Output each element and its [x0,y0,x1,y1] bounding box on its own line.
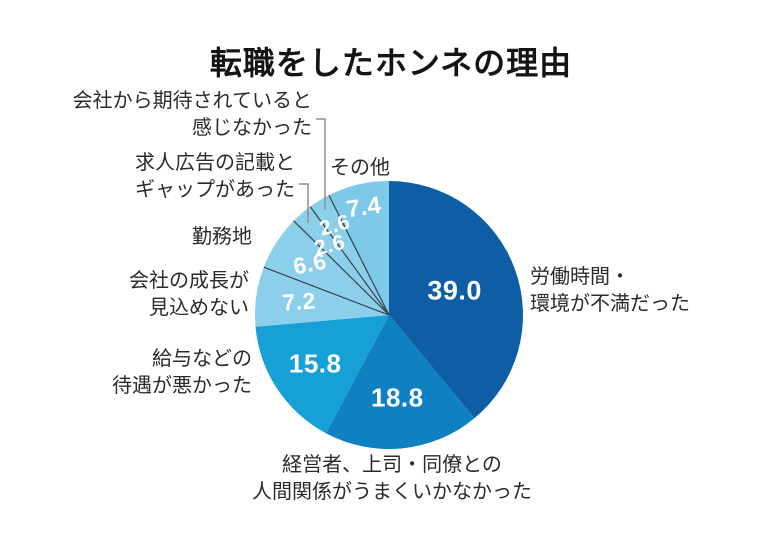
pie-slice-1 [325,315,475,449]
label-job-ad-gap: 求人広告の記載と ギャップがあった [135,152,295,201]
slice-separator-4 [293,220,390,316]
label-growth: 会社の成長が 見込めない [129,270,249,319]
slice-value-7: 7.4 [344,191,383,224]
label-location: 勤務地 [192,226,252,248]
label-salary: 給与などの 待遇が悪かった [112,348,252,397]
pie-slice-2 [255,315,389,434]
slice-separator-6 [328,194,390,316]
chart-title: 転職をしたホンネの理由 [209,45,573,81]
label-other: その他 [330,157,390,179]
slice-separator-3 [263,266,390,316]
slice-separator-5 [309,206,390,316]
slice-value-0: 39.0 [427,275,482,306]
pie-slice-6 [310,195,389,315]
label-relationships: 経営者、上司・同僚との 人間関係がうまくいかなかった [252,454,532,503]
label-not-valued: 会社から期待されていると 感じなかった [72,90,312,139]
leader-line-job-ad-gap [299,183,309,223]
slice-value-3: 7.2 [281,287,317,317]
pie-separators-group [263,194,390,316]
leader-line-not-valued [316,118,326,210]
pie-slices-group [255,181,523,449]
pie-slice-0 [389,181,523,419]
slice-value-2: 15.8 [288,348,342,379]
slice-value-1: 18.8 [370,382,424,413]
label-worktime: 労働時間・ 環境が不満だった [530,266,690,315]
pie-slice-5 [293,206,389,315]
pie-slice-7 [328,181,389,315]
pie-slice-3 [255,267,389,327]
pie-slice-4 [263,220,389,315]
